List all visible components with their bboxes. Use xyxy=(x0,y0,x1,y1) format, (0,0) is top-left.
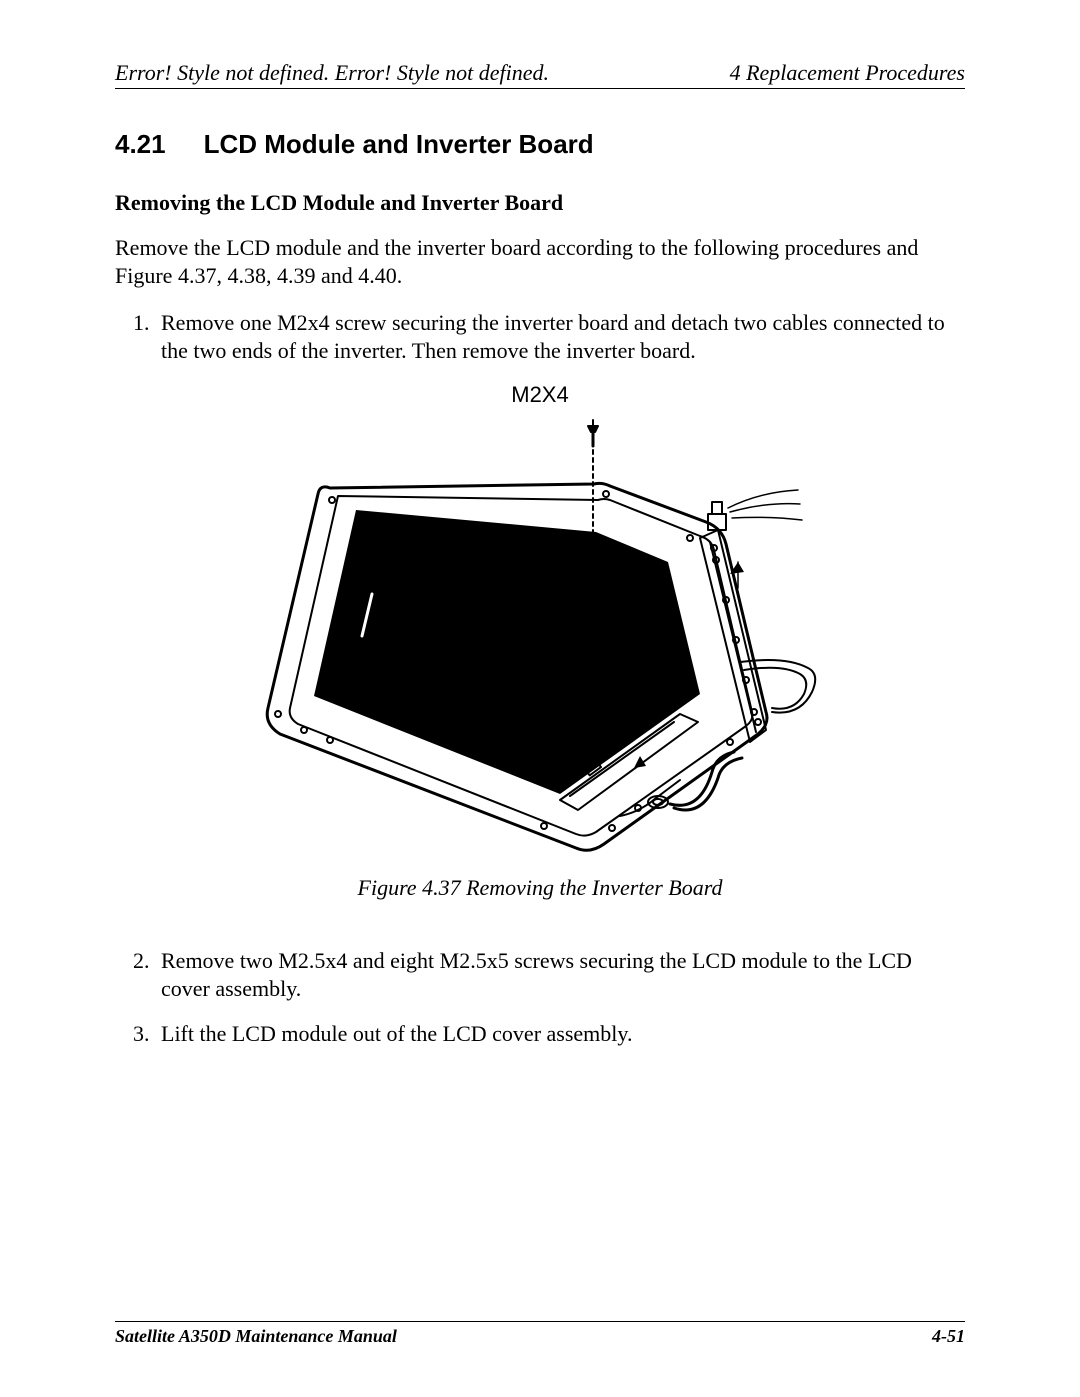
screw-hole xyxy=(275,711,281,717)
footer-rule xyxy=(115,1321,965,1322)
screw-icon xyxy=(588,420,598,446)
step-1: Remove one M2x4 screw securing the inver… xyxy=(155,309,965,364)
section-heading: 4.21 LCD Module and Inverter Board xyxy=(115,129,965,160)
right-bracket xyxy=(700,502,766,742)
screw-hole xyxy=(541,823,547,829)
screw-hole xyxy=(687,535,693,541)
step-3: Lift the LCD module out of the LCD cover… xyxy=(155,1020,965,1048)
header-right: 4 Replacement Procedures xyxy=(730,60,965,86)
screw-hole xyxy=(755,719,761,725)
figure-block: M2X4 xyxy=(115,382,965,901)
procedure-list-continued: Remove two M2.5x4 and eight M2.5x5 screw… xyxy=(155,947,965,1048)
screw-hole xyxy=(327,737,333,743)
page-footer: Satellite A350D Maintenance Manual 4-51 xyxy=(115,1321,965,1347)
screw-label: M2X4 xyxy=(115,382,965,408)
procedure-list: Remove one M2x4 screw securing the inver… xyxy=(155,309,965,364)
header-left: Error! Style not defined. Error! Style n… xyxy=(115,60,549,86)
section-title: LCD Module and Inverter Board xyxy=(204,129,594,159)
screw-hole xyxy=(301,727,307,733)
section-number: 4.21 xyxy=(115,129,166,160)
step-2: Remove two M2.5x4 and eight M2.5x5 screw… xyxy=(155,947,965,1002)
screw-hole xyxy=(603,491,609,497)
screw-hole xyxy=(329,497,335,503)
header-rule xyxy=(115,88,965,89)
lcd-screen xyxy=(314,510,700,794)
antenna-wires xyxy=(728,490,802,588)
document-page: Error! Style not defined. Error! Style n… xyxy=(0,0,1080,1397)
footer-left: Satellite A350D Maintenance Manual xyxy=(115,1326,397,1347)
intro-paragraph: Remove the LCD module and the inverter b… xyxy=(115,234,965,289)
footer-right: 4-51 xyxy=(932,1326,965,1347)
screw-hole xyxy=(727,739,733,745)
screw-hole xyxy=(609,825,615,831)
page-header: Error! Style not defined. Error! Style n… xyxy=(115,60,965,86)
inverter-diagram xyxy=(260,412,820,852)
figure-caption: Figure 4.37 Removing the Inverter Board xyxy=(115,875,965,901)
subsection-heading: Removing the LCD Module and Inverter Boa… xyxy=(115,190,965,216)
